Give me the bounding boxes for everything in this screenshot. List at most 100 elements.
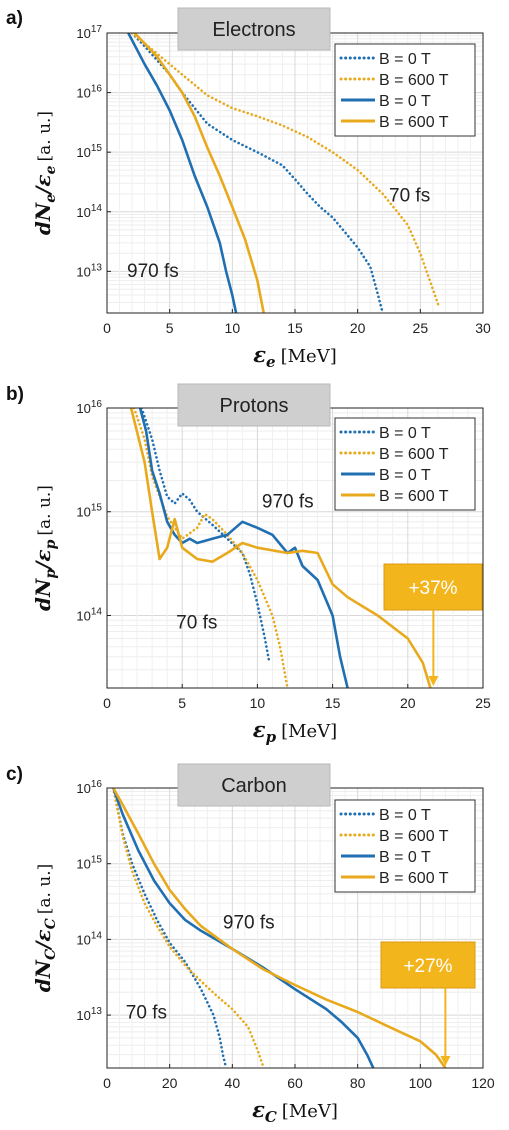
y-tick-base: 10 xyxy=(76,857,90,872)
x-axis-label-part: [MeV] xyxy=(281,721,337,742)
y-tick-exp: 16 xyxy=(91,84,103,95)
y-tick-label: 1015 xyxy=(76,503,102,520)
x-axis-label: εp [MeV] xyxy=(253,717,337,746)
y-axis-label-part: C xyxy=(43,918,59,929)
y-tick-base: 10 xyxy=(76,1008,90,1023)
y-tick-label: 1016 xyxy=(76,399,102,416)
y-tick-label: 1016 xyxy=(76,84,102,101)
legend-label: B = 0 T xyxy=(379,467,431,484)
y-tick-base: 10 xyxy=(76,401,90,416)
y-axis-label-part: e xyxy=(43,165,59,174)
y-axis-label-part: /ε xyxy=(31,174,55,195)
callout-label: +27% xyxy=(403,956,452,977)
x-tick-label: 5 xyxy=(166,320,174,336)
panel-electrons: 0 5 10 15 20 25 3010131014101510161017a)Electr… xyxy=(6,8,491,371)
annotation-label: 970 fs xyxy=(127,261,179,282)
y-tick-exp: 14 xyxy=(91,203,103,214)
y-axis-label-part: /ε xyxy=(31,549,55,570)
legend-label: B = 600 T xyxy=(379,488,449,505)
y-tick-label: 1017 xyxy=(76,24,102,41)
x-axis-label-part: [MeV] xyxy=(282,1101,338,1122)
x-tick-label: 30 xyxy=(475,320,491,336)
y-tick-exp: 16 xyxy=(91,779,103,790)
y-tick-exp: 13 xyxy=(91,262,103,273)
legend-label: B = 600 T xyxy=(379,114,449,131)
x-tick-label: 60 xyxy=(287,1075,303,1091)
y-tick-label: 1015 xyxy=(76,143,102,160)
x-tick-label: 20 xyxy=(400,695,416,711)
x-tick-label: 20 xyxy=(350,320,366,336)
legend-label: B = 0 T xyxy=(379,51,431,68)
y-tick-label: 1014 xyxy=(76,203,102,220)
x-axis-label-part: ε xyxy=(253,342,266,367)
legend-label: B = 600 T xyxy=(379,828,449,845)
x-tick-label: 80 xyxy=(350,1075,366,1091)
x-axis-label-part: p xyxy=(266,728,277,746)
annotation-label: 70 fs xyxy=(389,185,430,206)
y-tick-exp: 14 xyxy=(91,606,103,617)
y-tick-exp: 14 xyxy=(91,930,103,941)
y-axis-label-part: p xyxy=(43,539,59,549)
x-tick-label: 10 xyxy=(225,320,241,336)
annotation-label: 970 fs xyxy=(223,912,275,933)
x-axis-label-part: [MeV] xyxy=(281,346,337,367)
x-tick-label: 0 xyxy=(103,1075,111,1091)
x-axis-label-part: e xyxy=(266,353,276,371)
legend-label: B = 0 T xyxy=(379,425,431,442)
x-tick-label: 10 xyxy=(250,695,266,711)
y-axis-label-part: dN xyxy=(31,959,55,992)
y-tick-label: 1013 xyxy=(76,1006,102,1023)
y-tick-base: 10 xyxy=(76,86,90,101)
y-tick-exp: 15 xyxy=(91,855,103,866)
x-tick-label: 100 xyxy=(409,1075,433,1091)
annotation-label: 70 fs xyxy=(176,612,217,633)
x-tick-label: 40 xyxy=(225,1075,241,1091)
annotation-label: 70 fs xyxy=(126,1003,167,1024)
legend-label: B = 600 T xyxy=(379,72,449,89)
legend-label: B = 0 T xyxy=(379,807,431,824)
x-tick-label: 20 xyxy=(162,1075,178,1091)
y-axis-label: dNe/εe[a. u.] xyxy=(31,111,59,235)
y-tick-label: 1016 xyxy=(76,779,102,796)
y-tick-exp: 13 xyxy=(91,1006,103,1017)
legend-label: B = 0 T xyxy=(379,93,431,110)
y-tick-label: 1014 xyxy=(76,930,102,947)
y-tick-label: 1015 xyxy=(76,855,102,872)
y-tick-base: 10 xyxy=(76,145,90,160)
y-axis-label-part: /ε xyxy=(31,929,55,950)
x-axis-label-part: ε xyxy=(253,717,266,742)
x-tick-label: 5 xyxy=(178,695,186,711)
y-tick-base: 10 xyxy=(76,932,90,947)
chart-title: Electrons xyxy=(212,19,295,41)
x-tick-label: 120 xyxy=(471,1075,495,1091)
y-axis-label-part: dN xyxy=(31,578,55,611)
x-tick-label: 25 xyxy=(413,320,429,336)
x-tick-label: 15 xyxy=(325,695,341,711)
y-tick-label: 1014 xyxy=(76,606,102,623)
y-axis-label-part: e xyxy=(43,194,59,203)
legend-label: B = 600 T xyxy=(379,870,449,887)
panel-carbon: 0 20 40 60 80 100 1201013101410151016c)CarbonB… xyxy=(6,764,495,1126)
panel-label: a) xyxy=(6,8,23,29)
annotation-label: 970 fs xyxy=(262,491,314,512)
y-axis-label: dNp/εp[a. u.] xyxy=(31,485,59,611)
y-axis-label-part: p xyxy=(43,569,59,579)
x-axis-label: εC [MeV] xyxy=(252,1097,338,1126)
x-tick-label: 0 xyxy=(103,695,111,711)
x-axis-label-part: C xyxy=(265,1108,277,1126)
y-tick-exp: 16 xyxy=(91,399,103,410)
x-tick-label: 15 xyxy=(287,320,303,336)
x-tick-label: 0 xyxy=(103,320,111,336)
y-axis-label-part: [a. u.] xyxy=(35,485,55,536)
chart-title: Protons xyxy=(220,395,289,417)
y-axis-label-part: [a. u.] xyxy=(35,864,55,915)
x-tick-label: 25 xyxy=(475,695,491,711)
y-tick-base: 10 xyxy=(76,505,90,520)
y-axis-label-part: [a. u.] xyxy=(35,111,55,162)
y-tick-label: 1013 xyxy=(76,262,102,279)
y-tick-base: 10 xyxy=(76,205,90,220)
y-tick-base: 10 xyxy=(76,781,90,796)
legend-label: B = 0 T xyxy=(379,849,431,866)
callout-label: +37% xyxy=(408,578,457,599)
